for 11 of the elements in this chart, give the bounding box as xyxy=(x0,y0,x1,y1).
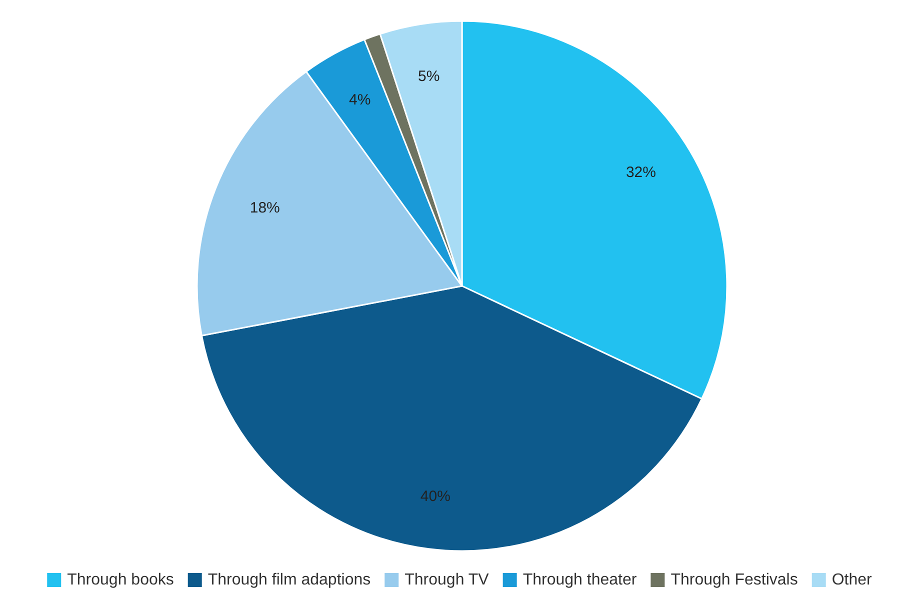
legend-label: Through TV xyxy=(404,572,490,588)
legend-label: Through theater xyxy=(522,572,638,588)
legend-label: Through books xyxy=(67,572,174,588)
data-label: 18% xyxy=(250,199,280,216)
data-label: 40% xyxy=(420,488,450,505)
legend-label: Through Festivals xyxy=(670,572,798,588)
legend-label: Other xyxy=(832,572,873,588)
data-label: 5% xyxy=(418,68,440,86)
data-label: 32% xyxy=(626,164,656,181)
legend-label: Through film adaptions xyxy=(208,572,371,588)
data-label: 4% xyxy=(349,92,371,109)
